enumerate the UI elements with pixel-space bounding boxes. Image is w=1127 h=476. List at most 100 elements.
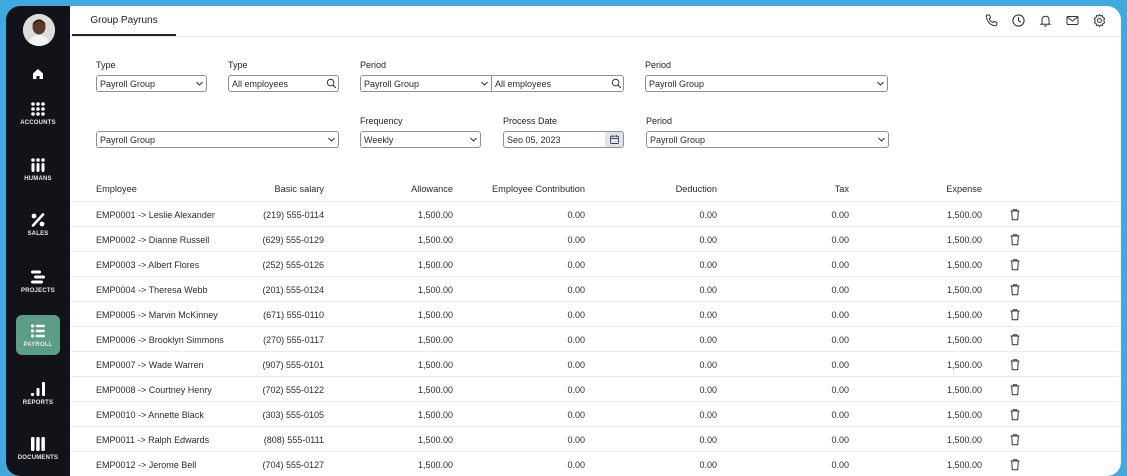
phone-icon[interactable] — [984, 13, 999, 28]
tax-cell: 0.00 — [831, 209, 849, 220]
allowance-cell: 1,500.00 — [417, 434, 453, 445]
employee-cell: EMP0012 -> Jerome Bell — [96, 459, 197, 470]
basic-salary-cell: (270) 555-0117 — [263, 334, 324, 345]
payroll-list-icon — [30, 323, 45, 338]
expense-cell: 1,500.00 — [946, 359, 982, 370]
period-select-2[interactable]: Payroll Group — [646, 131, 889, 148]
header-deduction: Deduction — [675, 183, 717, 194]
sidebar-item-label: PAYROLL — [23, 341, 53, 348]
sidebar-item-humans[interactable]: HUMANS — [16, 149, 60, 189]
table-row[interactable]: EMP0008 -> Courtney Henry (702) 555-0122… — [70, 376, 1121, 402]
allowance-cell: 1,500.00 — [417, 334, 453, 345]
period-label: Period — [360, 60, 387, 70]
table-row[interactable]: EMP0001 -> Leslie Alexander (219) 555-01… — [70, 201, 1121, 227]
trash-icon[interactable] — [1009, 358, 1021, 371]
sidebar-item-home[interactable] — [16, 54, 60, 94]
trash-icon[interactable] — [1009, 383, 1021, 396]
clock-icon[interactable] — [1011, 13, 1026, 28]
chevron-down-icon — [477, 77, 491, 91]
sidebar-item-documents[interactable]: DOCUMENTS — [16, 428, 60, 468]
sidebar-item-label: HUMANS — [24, 175, 52, 182]
calendar-icon[interactable] — [605, 132, 623, 147]
trash-icon[interactable] — [1009, 458, 1021, 471]
frequency-select[interactable]: Weekly — [360, 131, 481, 148]
chevron-down-icon — [324, 133, 338, 147]
basic-salary-cell: (671) 555-0110 — [263, 309, 324, 320]
sidebar-item-projects[interactable]: PROJECTS — [16, 261, 60, 301]
period-select[interactable]: Payroll Group — [645, 75, 888, 92]
avatar[interactable] — [23, 14, 55, 46]
payroll-group-value: Payroll Group — [100, 134, 156, 145]
table-row[interactable]: EMP0007 -> Wade Warren (907) 555-0101 1,… — [70, 351, 1121, 377]
mail-icon[interactable] — [1065, 13, 1080, 28]
period-employee-value: All employees — [495, 78, 552, 89]
tax-cell: 0.00 — [831, 234, 849, 245]
table-row[interactable]: EMP0002 -> Dianne Russell (629) 555-0129… — [70, 226, 1121, 252]
period-employee-search[interactable]: All employees — [492, 76, 623, 91]
trash-icon[interactable] — [1009, 333, 1021, 346]
header-basic-salary: Basic salary — [274, 183, 324, 194]
sidebar-item-reports[interactable]: REPORTS — [16, 373, 60, 413]
expense-cell: 1,500.00 — [946, 259, 982, 270]
deduction-cell: 0.00 — [699, 259, 717, 270]
period-label-2: Period — [645, 60, 672, 70]
tax-cell: 0.00 — [831, 434, 849, 445]
deduction-cell: 0.00 — [699, 459, 717, 470]
employee-cell: EMP0002 -> Dianne Russell — [96, 234, 210, 245]
table-row[interactable]: EMP0010 -> Annette Black (303) 555-0105 … — [70, 401, 1121, 427]
sidebar-item-sales[interactable]: SALES — [16, 204, 60, 244]
employee-cell: EMP0006 -> Brooklyn Simmons — [96, 334, 224, 345]
trash-icon[interactable] — [1009, 258, 1021, 271]
search-icon — [324, 77, 338, 91]
table-row[interactable]: EMP0005 -> Marvin McKinney (671) 555-011… — [70, 301, 1121, 327]
trash-icon[interactable] — [1009, 233, 1021, 246]
bell-icon[interactable] — [1038, 13, 1053, 28]
tax-cell: 0.00 — [831, 359, 849, 370]
trash-icon[interactable] — [1009, 408, 1021, 421]
top-bar: Group Payruns — [70, 6, 1121, 37]
allowance-cell: 1,500.00 — [417, 284, 453, 295]
tax-cell: 0.00 — [831, 334, 849, 345]
basic-salary-cell: (252) 555-0126 — [262, 259, 324, 270]
table-row[interactable]: EMP0006 -> Brooklyn Simmons (270) 555-01… — [70, 326, 1121, 352]
expense-cell: 1,500.00 — [946, 384, 982, 395]
sidebar-item-label: ACCOUNTS — [20, 119, 56, 126]
chevron-down-icon — [192, 77, 206, 91]
sidebar-item-accounts[interactable]: ACCOUNTS — [16, 93, 60, 133]
expense-cell: 1,500.00 — [946, 409, 982, 420]
tax-cell: 0.00 — [831, 284, 849, 295]
trash-icon[interactable] — [1009, 308, 1021, 321]
app-window: ACCOUNTS HUMANS SALES PROJECTS — [6, 6, 1121, 476]
tax-cell: 0.00 — [831, 459, 849, 470]
period-group-select[interactable]: Payroll Group — [361, 76, 492, 91]
contribution-cell: 0.00 — [567, 334, 585, 345]
process-date-input[interactable]: Seo 05, 2023 — [503, 131, 624, 148]
trash-icon[interactable] — [1009, 208, 1021, 221]
tax-cell: 0.00 — [831, 259, 849, 270]
employee-cell: EMP0004 -> Theresa Webb — [96, 284, 208, 295]
payroll-group-select[interactable]: Payroll Group — [96, 131, 339, 148]
employee-search-value: All employees — [232, 78, 289, 89]
employee-search-input[interactable]: All employees — [228, 75, 339, 92]
trash-icon[interactable] — [1009, 433, 1021, 446]
gear-icon[interactable] — [1092, 13, 1107, 28]
main-content: Group Payruns Type — [70, 6, 1121, 476]
sidebar: ACCOUNTS HUMANS SALES PROJECTS — [6, 6, 70, 476]
table-row[interactable]: EMP0004 -> Theresa Webb (201) 555-0124 1… — [70, 276, 1121, 302]
process-date-value: Seo 05, 2023 — [507, 134, 561, 145]
basic-salary-cell: (201) 555-0124 — [262, 284, 324, 295]
allowance-cell: 1,500.00 — [417, 309, 453, 320]
humans-icon — [31, 157, 45, 172]
tab-group-payruns[interactable]: Group Payruns — [72, 6, 176, 36]
contribution-cell: 0.00 — [567, 309, 585, 320]
contribution-cell: 0.00 — [567, 359, 585, 370]
header-actions — [984, 13, 1107, 28]
type-select[interactable]: Payroll Group — [96, 75, 207, 92]
sidebar-item-payroll[interactable]: PAYROLL — [16, 315, 60, 355]
sidebar-item-label: SALES — [27, 230, 49, 237]
employee-cell: EMP0011 -> Ralph Edwards — [96, 434, 210, 445]
table-row[interactable]: EMP0011 -> Ralph Edwards (808) 555-0111 … — [70, 426, 1121, 452]
table-row[interactable]: EMP0003 -> Albert Flores (252) 555-0126 … — [70, 251, 1121, 277]
trash-icon[interactable] — [1009, 283, 1021, 296]
frequency-label: Frequency — [360, 116, 403, 126]
